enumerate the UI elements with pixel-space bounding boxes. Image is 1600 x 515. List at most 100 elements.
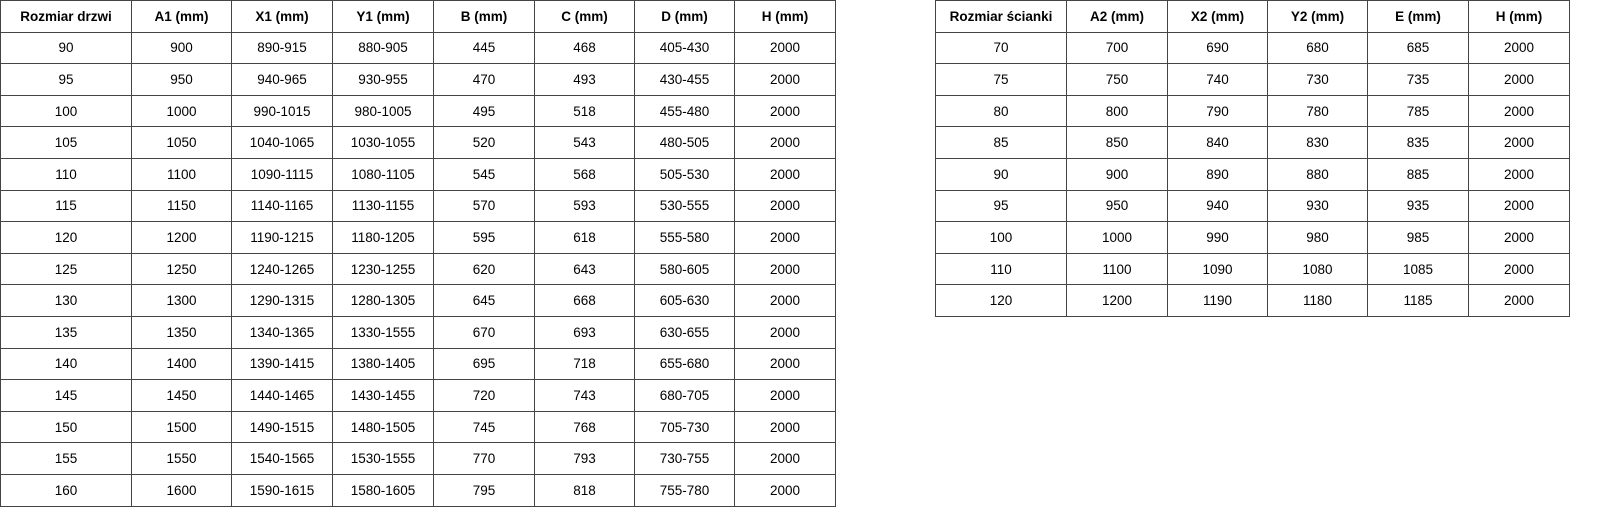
table-row: 95 950 940-965 930-955 470 493 430-455 2000	[0, 63, 836, 96]
table-row: 130 1300 1290-1315 1280-1305 645 668 605-630 20…	[0, 284, 836, 317]
table-cell: 1250	[131, 252, 232, 286]
table-cell: 1080	[1267, 252, 1368, 286]
table-cell: 743	[534, 379, 635, 412]
table-cell: 2000	[1468, 252, 1570, 286]
table-cell: 115	[0, 189, 132, 223]
table-cell: 645	[433, 284, 535, 317]
table-cell: 95	[0, 63, 132, 96]
table-cell: 1090-1115	[231, 157, 333, 191]
table-cell: 405-430	[634, 31, 735, 65]
table-cell: 1040-1065	[231, 126, 333, 159]
table-cell: 818	[534, 473, 635, 507]
table-cell: 2000	[734, 94, 836, 128]
table-cell: 900	[131, 31, 232, 65]
table-cell: 2000	[1468, 284, 1570, 317]
table-row: 100 1000 990 980 985 2000	[935, 221, 1570, 254]
table-cell: 2000	[734, 189, 836, 223]
table-row: 85 850 840 830 835 2000	[935, 126, 1570, 159]
table-cell: 1240-1265	[231, 252, 333, 286]
table-cell: 690	[1167, 31, 1268, 65]
table-cell: 1490-1515	[231, 410, 333, 444]
table-cell: 605-630	[634, 284, 735, 317]
table-cell: 1540-1565	[231, 442, 333, 475]
table-cell: 2000	[734, 126, 836, 159]
table-cell: 100	[0, 94, 132, 128]
table-cell: 700	[1066, 31, 1168, 65]
table-cell: 530-555	[634, 189, 735, 223]
table-cell: 570	[433, 189, 535, 223]
table-cell: 543	[534, 126, 635, 159]
table-cell: 1190-1215	[231, 221, 333, 254]
table-cell: 125	[0, 252, 132, 286]
table-cell: 470	[433, 63, 535, 96]
table-cell: 85	[935, 126, 1067, 159]
door-size-table: Rozmiar drzwi A1 (mm) X1 (mm) Y1 (mm) B (mm)…	[0, 0, 836, 507]
column-header: H (mm)	[734, 0, 836, 33]
table-cell: 2000	[734, 379, 836, 412]
table-cell: 643	[534, 252, 635, 286]
column-header: Y2 (mm)	[1267, 0, 1368, 33]
table-row: 150 1500 1490-1515 1480-1505 745 768 705-730 20…	[0, 410, 836, 444]
table-cell: 718	[534, 347, 635, 381]
table-row: 140 1400 1390-1415 1380-1405 695 718 655-680 20…	[0, 347, 836, 381]
table-row: 110 1100 1090 1080 1085 2000	[935, 252, 1570, 286]
table-cell: 890-915	[231, 31, 333, 65]
table-cell: 455-480	[634, 94, 735, 128]
table-cell: 680-705	[634, 379, 735, 412]
table-cell: 2000	[734, 31, 836, 65]
table-row: 90 900 890-915 880-905 445 468 405-430 2000	[0, 31, 836, 65]
table-cell: 120	[935, 284, 1067, 317]
table-row: 135 1350 1340-1365 1330-1555 670 693 630-655 20…	[0, 315, 836, 349]
table-cell: 545	[433, 157, 535, 191]
table-cell: 130	[0, 284, 132, 317]
table-cell: 990-1015	[231, 94, 333, 128]
table-cell: 95	[935, 189, 1067, 223]
table-cell: 2000	[734, 315, 836, 349]
column-header: A1 (mm)	[131, 0, 232, 33]
table-cell: 935	[1367, 189, 1469, 223]
table-cell: 835	[1367, 126, 1469, 159]
table-cell: 1480-1505	[332, 410, 434, 444]
table-cell: 430-455	[634, 63, 735, 96]
table-cell: 1400	[131, 347, 232, 381]
table-cell: 160	[0, 473, 132, 507]
table-cell: 110	[935, 252, 1067, 286]
table-cell: 890	[1167, 157, 1268, 191]
table-cell: 790	[1167, 94, 1268, 128]
table-cell: 1580-1605	[332, 473, 434, 507]
table-cell: 595	[433, 221, 535, 254]
table-cell: 1180-1205	[332, 221, 434, 254]
table-cell: 80	[935, 94, 1067, 128]
table-cell: 2000	[1468, 189, 1570, 223]
table-cell: 930	[1267, 189, 1368, 223]
table-cell: 950	[1066, 189, 1168, 223]
table-cell: 495	[433, 94, 535, 128]
table-cell: 2000	[734, 442, 836, 475]
table-cell: 780	[1267, 94, 1368, 128]
column-header: H (mm)	[1468, 0, 1570, 33]
table-cell: 2000	[734, 157, 836, 191]
column-header: B (mm)	[433, 0, 535, 33]
table-cell: 620	[433, 252, 535, 286]
table-cell: 1100	[1066, 252, 1168, 286]
table-cell: 580-605	[634, 252, 735, 286]
table-cell: 2000	[734, 347, 836, 381]
table-row: 105 1050 1040-1065 1030-1055 520 543 480-505 20…	[0, 126, 836, 159]
table-cell: 840	[1167, 126, 1268, 159]
table-cell: 2000	[1468, 94, 1570, 128]
table-row: 75 750 740 730 735 2000	[935, 63, 1570, 96]
table-cell: 1500	[131, 410, 232, 444]
table-cell: 1590-1615	[231, 473, 333, 507]
column-header: Rozmiar drzwi	[0, 0, 132, 33]
table-cell: 705-730	[634, 410, 735, 444]
table-cell: 2000	[734, 252, 836, 286]
table-row: 70 700 690 680 685 2000	[935, 31, 1570, 65]
table-cell: 2000	[1468, 31, 1570, 65]
table-cell: 618	[534, 221, 635, 254]
table-cell: 1450	[131, 379, 232, 412]
table-cell: 985	[1367, 221, 1469, 254]
table-cell: 90	[0, 31, 132, 65]
table-cell: 1180	[1267, 284, 1368, 317]
table-cell: 980-1005	[332, 94, 434, 128]
column-header: E (mm)	[1367, 0, 1469, 33]
